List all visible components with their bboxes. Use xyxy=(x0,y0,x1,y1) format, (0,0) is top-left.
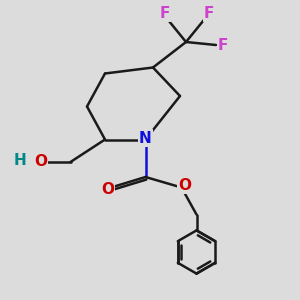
Text: O: O xyxy=(101,182,115,196)
Text: F: F xyxy=(218,38,228,52)
Text: N: N xyxy=(139,130,152,146)
Text: H: H xyxy=(14,153,27,168)
Text: O: O xyxy=(178,178,191,194)
Text: F: F xyxy=(203,6,214,21)
Text: F: F xyxy=(160,6,170,21)
Text: O: O xyxy=(34,154,47,169)
